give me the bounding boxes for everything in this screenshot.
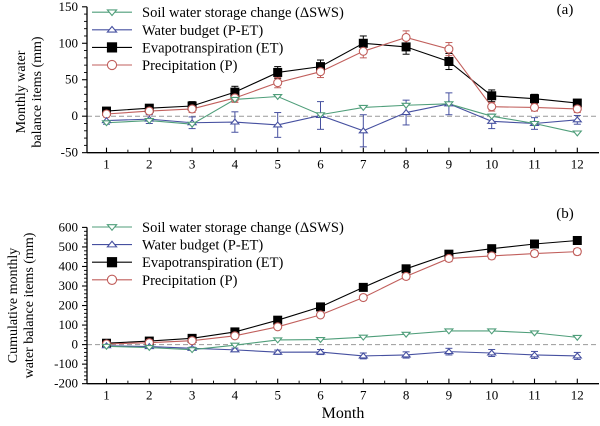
svg-text:100: 100: [59, 317, 79, 332]
svg-text:-200: -200: [54, 376, 78, 391]
svg-text:50: 50: [65, 72, 78, 87]
svg-text:7: 7: [360, 157, 367, 172]
svg-text:(a): (a): [557, 2, 574, 18]
svg-text:5: 5: [274, 157, 281, 172]
svg-text:150: 150: [59, 0, 79, 14]
svg-text:Soil water storage change (ΔSW: Soil water storage change (ΔSWS): [142, 5, 344, 21]
svg-text:Water budget (P-ET): Water budget (P-ET): [142, 23, 263, 39]
svg-text:Evapotranspiration (ET): Evapotranspiration (ET): [142, 40, 283, 56]
svg-text:300: 300: [59, 278, 79, 293]
svg-text:4: 4: [232, 388, 239, 403]
svg-text:100: 100: [59, 35, 79, 50]
svg-text:2: 2: [146, 157, 153, 172]
svg-text:0: 0: [72, 108, 79, 123]
svg-text:9: 9: [446, 388, 453, 403]
svg-text:(b): (b): [556, 206, 574, 222]
svg-text:10: 10: [485, 388, 498, 403]
svg-text:-50: -50: [61, 145, 78, 160]
svg-text:6: 6: [317, 157, 324, 172]
svg-text:2: 2: [146, 388, 153, 403]
svg-text:11: 11: [528, 388, 541, 403]
svg-text:Month: Month: [322, 405, 365, 422]
svg-text:1: 1: [103, 388, 110, 403]
svg-text:1: 1: [103, 157, 110, 172]
svg-text:12: 12: [571, 388, 584, 403]
svg-text:11: 11: [528, 157, 541, 172]
svg-text:9: 9: [446, 157, 453, 172]
svg-text:10: 10: [485, 157, 498, 172]
svg-text:12: 12: [571, 157, 584, 172]
svg-text:8: 8: [403, 157, 410, 172]
svg-text:4: 4: [232, 157, 239, 172]
svg-text:Soil water storage change (ΔSW: Soil water storage change (ΔSWS): [142, 220, 344, 236]
svg-text:Water budget (P-ET): Water budget (P-ET): [142, 238, 263, 254]
svg-text:7: 7: [360, 388, 367, 403]
svg-text:8: 8: [403, 388, 410, 403]
svg-text:-100: -100: [54, 356, 78, 371]
svg-text:3: 3: [189, 388, 196, 403]
svg-text:0: 0: [72, 337, 79, 352]
svg-text:3: 3: [189, 157, 196, 172]
svg-text:5: 5: [274, 388, 281, 403]
svg-text:600: 600: [59, 219, 79, 234]
svg-text:Precipitation (P): Precipitation (P): [142, 58, 238, 74]
svg-text:Precipitation (P): Precipitation (P): [142, 273, 238, 289]
svg-text:400: 400: [59, 258, 79, 273]
svg-text:500: 500: [59, 239, 79, 254]
svg-text:6: 6: [317, 388, 324, 403]
svg-text:200: 200: [59, 298, 79, 313]
svg-text:Evapotranspiration (ET): Evapotranspiration (ET): [142, 255, 283, 271]
